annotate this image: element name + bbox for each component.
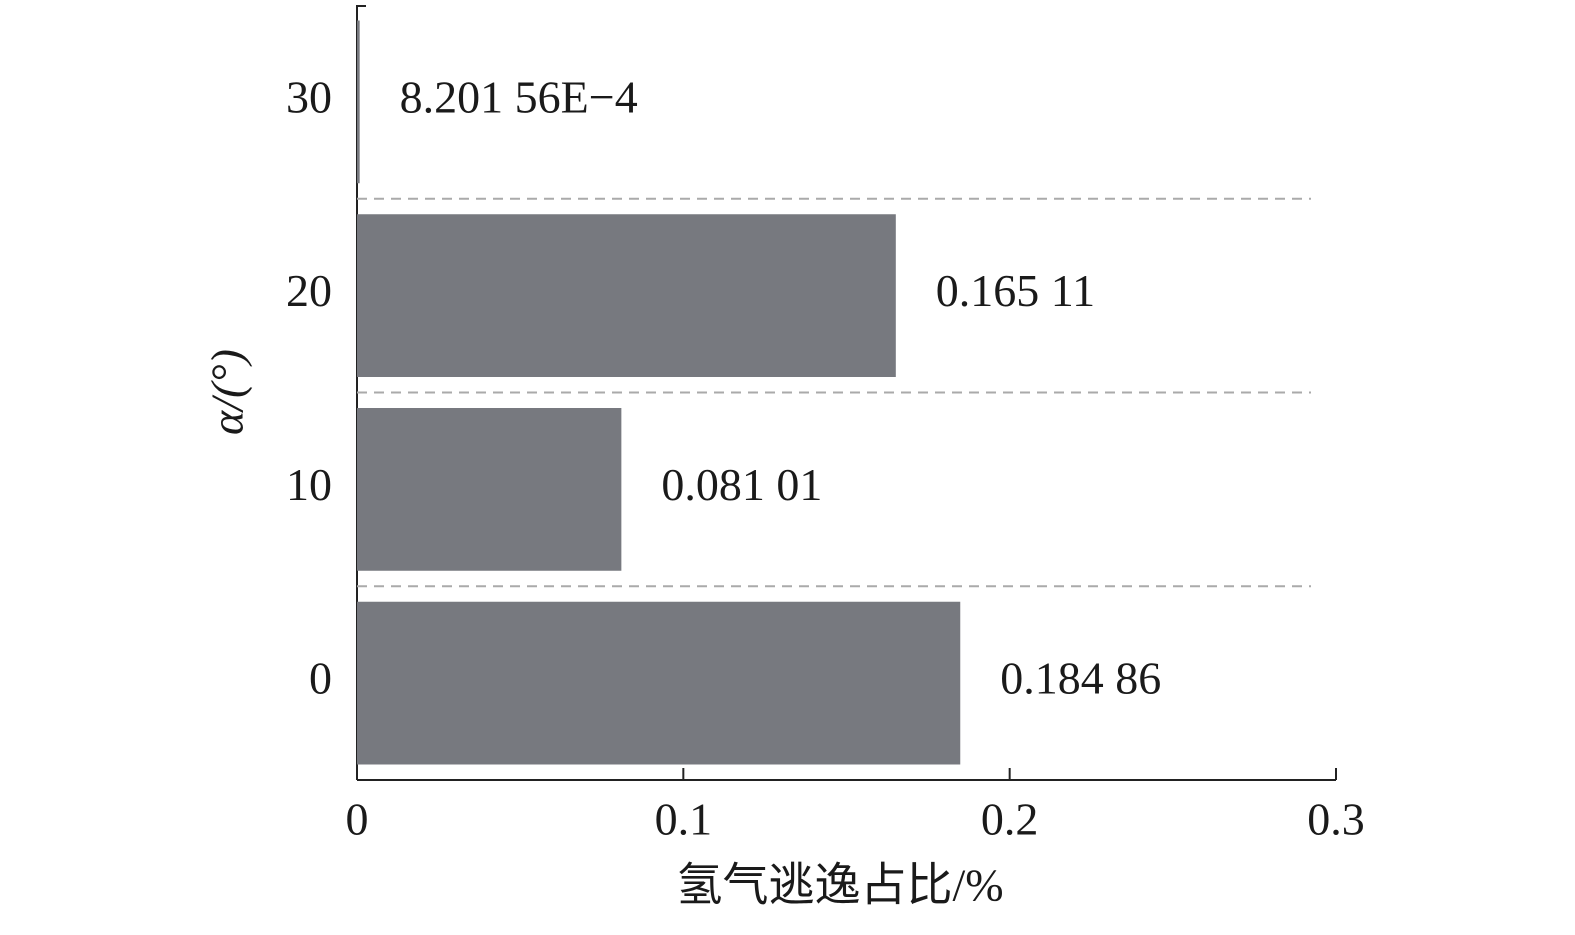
x-tick-label: 0 <box>346 794 369 845</box>
bar <box>357 408 622 571</box>
value-label: 0.165 11 <box>936 265 1095 316</box>
x-tick-label: 0.3 <box>1307 794 1365 845</box>
y-tick-label: 20 <box>286 265 332 316</box>
x-tick-label: 0.2 <box>981 794 1039 845</box>
y-tick-label: 30 <box>286 71 332 122</box>
y-tick-label: 0 <box>309 653 332 704</box>
bar <box>357 214 896 377</box>
y-tick-label: 10 <box>286 459 332 510</box>
value-label: 8.201 56E−4 <box>400 71 638 122</box>
bar <box>357 20 360 184</box>
value-label: 0.184 86 <box>1000 653 1161 704</box>
x-tick-label: 0.1 <box>655 794 713 845</box>
bar <box>357 601 961 765</box>
value-label: 0.081 01 <box>661 459 822 510</box>
y-axis-title: α/(°) <box>202 349 253 435</box>
x-axis-title: 氢气逃逸占比/% <box>676 860 1003 911</box>
